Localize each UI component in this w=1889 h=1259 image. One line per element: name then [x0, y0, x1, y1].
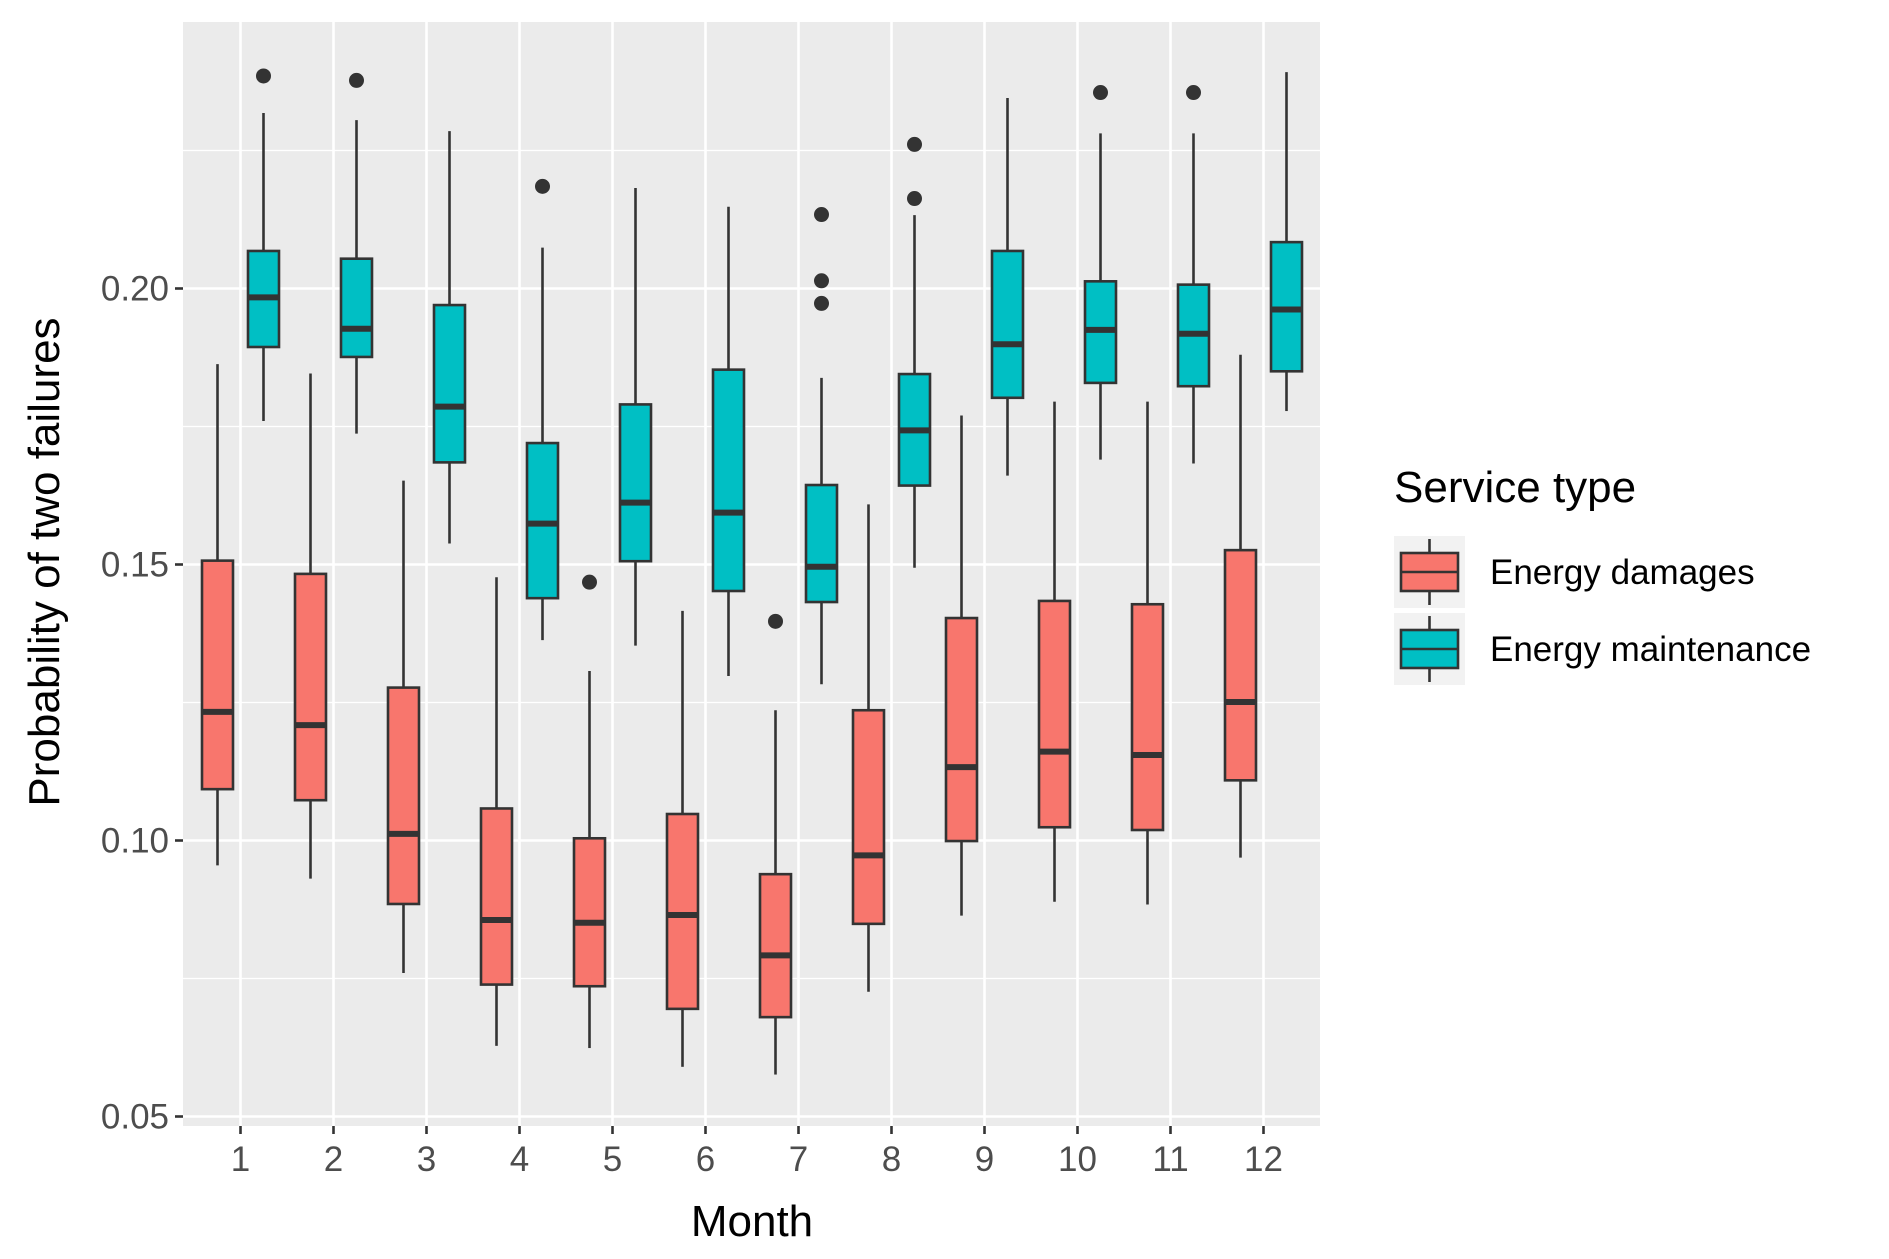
box-body: [758, 872, 793, 1019]
x-tick-label: 9: [975, 1140, 994, 1179]
y-tick-label: 0.05: [101, 1098, 169, 1137]
outlier-point: [814, 273, 829, 289]
x-tick-label: 1: [231, 1140, 250, 1179]
x-tick-label: 6: [696, 1140, 715, 1179]
y-axis-ticks: 0.05 0.10 0.15 0.20: [101, 270, 183, 1137]
box-body: [1037, 599, 1072, 829]
box: [200, 364, 235, 866]
minor-gridlines: [183, 149, 1320, 980]
y-axis-title: Probability of two failures: [20, 317, 69, 806]
box-body: [525, 441, 560, 600]
box: [804, 207, 839, 685]
box: [711, 206, 746, 677]
box: [246, 68, 281, 421]
box-body: [200, 559, 235, 791]
box-body: [572, 836, 607, 988]
y-tick-label: 0.10: [101, 822, 169, 861]
outlier-point: [768, 613, 783, 629]
legend-title: Service type: [1394, 463, 1636, 512]
box-body: [851, 708, 886, 926]
box: [479, 577, 514, 1046]
box: [1269, 72, 1304, 412]
outlier-point: [907, 136, 922, 152]
box: [432, 131, 467, 544]
box: [1037, 401, 1072, 902]
box: [1176, 85, 1211, 464]
box-body: [479, 807, 514, 986]
x-tick-label: 7: [789, 1140, 808, 1179]
box: [897, 136, 932, 568]
y-tick-label: 0.20: [101, 270, 169, 309]
box-body: [944, 616, 979, 843]
legend-label: Energy maintenance: [1490, 630, 1811, 669]
outlier-point: [907, 191, 922, 207]
box: [339, 72, 374, 434]
box: [665, 610, 700, 1067]
box: [386, 480, 421, 973]
legend-label: Energy damages: [1490, 553, 1755, 592]
box: [944, 415, 979, 916]
box-body: [665, 812, 700, 1011]
box: [851, 504, 886, 992]
y-tick-label: 0.15: [101, 546, 169, 585]
box-body: [339, 257, 374, 359]
major-gridlines: [183, 22, 1320, 1126]
x-tick-label: 11: [1152, 1140, 1188, 1179]
box: [990, 98, 1025, 476]
x-tick-label: 8: [882, 1140, 901, 1179]
box: [1130, 401, 1165, 905]
box-body: [293, 572, 328, 802]
outlier-point: [814, 207, 829, 223]
legend-item: Energy maintenance: [1394, 613, 1811, 685]
x-tick-label: 10: [1058, 1140, 1097, 1179]
box: [293, 373, 328, 879]
legend-item: Energy damages: [1394, 536, 1755, 608]
box-body: [804, 483, 839, 604]
x-tick-label: 4: [510, 1140, 529, 1179]
legend: Service type Energy damages Energy mainte…: [1394, 463, 1811, 685]
x-tick-label: 3: [417, 1140, 436, 1179]
box: [572, 574, 607, 1049]
box: [525, 178, 560, 641]
x-axis-title: Month: [691, 1197, 813, 1246]
box-body: [432, 303, 467, 464]
outlier-point: [582, 574, 597, 590]
outlier-point: [1093, 85, 1108, 101]
boxplots: [200, 68, 1304, 1075]
box-body: [990, 249, 1025, 400]
box-body: [386, 686, 421, 906]
outlier-point: [814, 295, 829, 311]
x-tick-label: 2: [324, 1140, 343, 1179]
box-body: [1130, 602, 1165, 832]
box-body: [618, 403, 653, 563]
outlier-point: [535, 178, 550, 194]
outlier-point: [1186, 85, 1201, 101]
x-tick-label: 12: [1244, 1140, 1283, 1179]
box: [758, 613, 793, 1075]
x-axis-ticks: 1 2 3 4 5 6 7 8 9 10 11 12: [231, 1126, 1283, 1179]
box: [1223, 354, 1258, 858]
outlier-point: [349, 72, 364, 88]
box: [618, 188, 653, 646]
box-body: [1223, 548, 1258, 782]
box: [1083, 85, 1118, 460]
panel-background: [183, 22, 1320, 1126]
box-body: [711, 368, 746, 593]
outlier-point: [256, 68, 271, 84]
x-tick-label: 5: [603, 1140, 622, 1179]
